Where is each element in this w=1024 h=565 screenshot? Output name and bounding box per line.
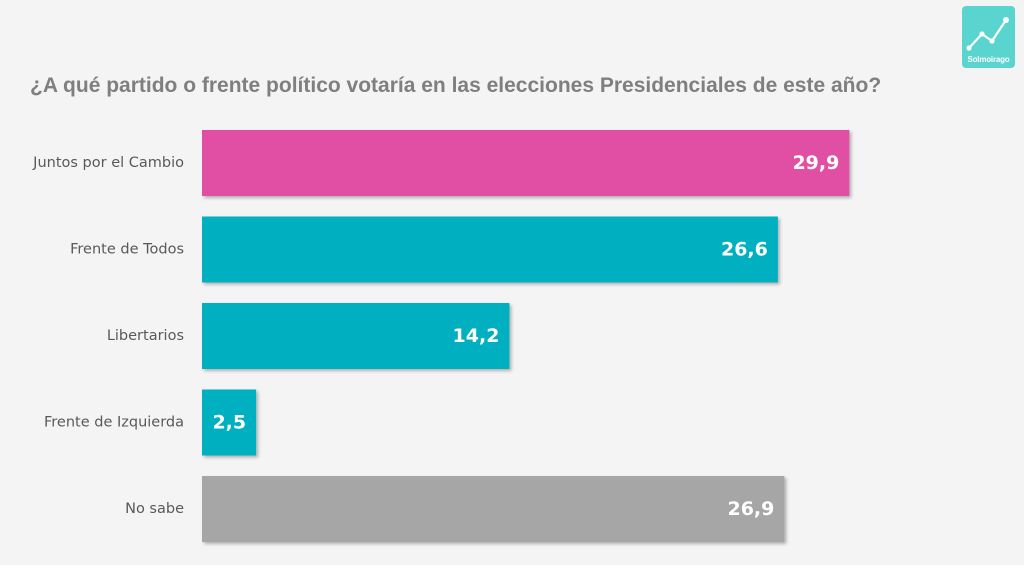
value-label: 2,5 <box>212 412 246 434</box>
solmoirago-logo: Solmoirago <box>962 6 1015 68</box>
bar-no-sabe <box>202 476 785 542</box>
value-label: 26,6 <box>721 239 768 261</box>
logo-text: Solmoirago <box>967 55 1010 64</box>
category-label: Libertarios <box>107 328 184 344</box>
category-label: Juntos por el Cambio <box>32 155 184 171</box>
bar-frente-de-todos <box>202 216 778 283</box>
category-label: Frente de Izquierda <box>44 415 184 431</box>
category-label: Frente de Todos <box>70 242 184 258</box>
bar-frente-de-izquierda <box>202 389 257 456</box>
value-label: 14,2 <box>453 325 500 347</box>
value-label: 26,9 <box>727 498 774 520</box>
chart-title: ¿A qué partido o frente político votaría… <box>30 74 882 97</box>
bar-libertarios <box>202 303 510 369</box>
category-label: No sabe <box>125 501 184 517</box>
bar-juntos-por-el-cambio <box>202 130 850 196</box>
trend-line-icon <box>966 17 1009 51</box>
value-label: 29,9 <box>792 152 839 174</box>
